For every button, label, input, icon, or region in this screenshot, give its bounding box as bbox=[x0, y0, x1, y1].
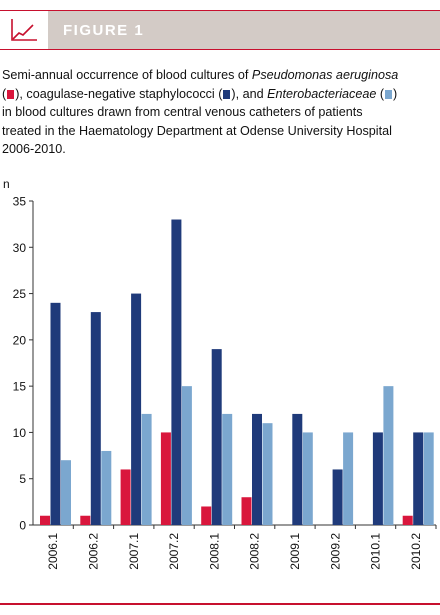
y-tick-label: 5 bbox=[19, 472, 26, 486]
bar-enterobacteriaceae bbox=[262, 423, 273, 525]
bar-enterobacteriaceae bbox=[302, 432, 313, 525]
y-tick-label: 0 bbox=[19, 519, 26, 533]
legend-swatch-staphylococci bbox=[223, 89, 231, 99]
caption-text-4: ), and bbox=[231, 86, 268, 101]
bar-enterobacteriaceae bbox=[222, 413, 233, 525]
y-tick-label: 10 bbox=[13, 426, 27, 440]
bar-staphylococci bbox=[171, 219, 182, 525]
bar-staphylococci bbox=[131, 293, 142, 525]
bar-pseudomonas bbox=[120, 469, 131, 525]
bar-staphylococci bbox=[413, 432, 424, 525]
caption-species-enterobacteriaceae: Enterobacteriaceae bbox=[267, 86, 377, 101]
bar-enterobacteriaceae bbox=[423, 432, 434, 525]
legend-swatch-pseudomonas bbox=[7, 89, 15, 99]
bar-staphylococci bbox=[211, 349, 222, 525]
bar-chart: n 0 5 10 15 20 25 30 35 2006.1 2006.2 2007.1 2007.2 2… bbox=[3, 177, 437, 570]
bar-pseudomonas bbox=[80, 515, 91, 525]
bar-pseudomonas bbox=[201, 506, 212, 525]
bar-pseudomonas bbox=[40, 515, 50, 525]
bar-staphylococci bbox=[50, 302, 61, 525]
x-tick-label: 2009.2 bbox=[328, 533, 342, 570]
bar-enterobacteriaceae bbox=[61, 460, 71, 525]
y-tick-label: 25 bbox=[13, 287, 27, 301]
bar-enterobacteriaceae bbox=[383, 386, 394, 525]
y-tick-label: 30 bbox=[13, 241, 27, 255]
caption-species-pseudomonas: Pseudomonas aeruginosa bbox=[251, 68, 399, 82]
caption-text-3: ), coagulase-negative staphylococci ( bbox=[15, 86, 223, 101]
caption-line-4: treated in the Haematology Department at… bbox=[2, 123, 392, 138]
bar-pseudomonas bbox=[241, 497, 252, 525]
x-tick-label: 2008.2 bbox=[248, 533, 262, 570]
line-chart-icon bbox=[0, 11, 48, 49]
bar-pseudomonas bbox=[160, 432, 171, 525]
bar-staphylococci bbox=[372, 432, 383, 525]
bar-enterobacteriaceae bbox=[101, 450, 112, 525]
y-tick-label: 15 bbox=[13, 380, 27, 394]
x-tick-label: 2009.1 bbox=[288, 533, 302, 570]
bar-staphylococci bbox=[90, 312, 101, 525]
bar-staphylococci bbox=[252, 413, 262, 525]
bar-pseudomonas bbox=[402, 515, 413, 525]
bottom-rule bbox=[0, 603, 440, 605]
caption-text-2: ( bbox=[2, 86, 7, 101]
x-tick-label: 2007.2 bbox=[167, 533, 181, 570]
caption-text-5: ( bbox=[376, 86, 385, 101]
x-tick-label: 2006.2 bbox=[86, 533, 100, 570]
bar-enterobacteriaceae bbox=[141, 413, 152, 525]
y-tick-label: 20 bbox=[13, 333, 27, 347]
caption-text-6: ) bbox=[393, 86, 398, 101]
bar-enterobacteriaceae bbox=[343, 432, 354, 525]
x-tick-label: 2008.1 bbox=[207, 533, 221, 570]
caption-text-1: Semi-annual occurrence of blood cultures… bbox=[2, 68, 252, 82]
y-axis-label: n bbox=[3, 177, 10, 191]
figure-header: FIGURE 1 bbox=[0, 10, 440, 50]
legend-swatch-enterobacteriaceae bbox=[385, 89, 393, 99]
x-tick-label: 2010.2 bbox=[409, 533, 423, 570]
x-tick-label: 2007.1 bbox=[127, 533, 141, 570]
x-tick-label: 2006.1 bbox=[46, 533, 60, 570]
caption-line-3: in blood cultures drawn from central ven… bbox=[2, 105, 363, 119]
x-tick-label: 2010.1 bbox=[369, 533, 383, 570]
figure-caption: Semi-annual occurrence of blood cultures… bbox=[2, 66, 434, 159]
bar-staphylococci bbox=[292, 413, 303, 525]
caption-line-5: 2006-2010. bbox=[2, 142, 66, 156]
figure-title: FIGURE 1 bbox=[63, 22, 145, 39]
bar-staphylococci bbox=[332, 469, 343, 525]
y-tick-label: 35 bbox=[13, 195, 27, 209]
bar-enterobacteriaceae bbox=[181, 386, 192, 525]
